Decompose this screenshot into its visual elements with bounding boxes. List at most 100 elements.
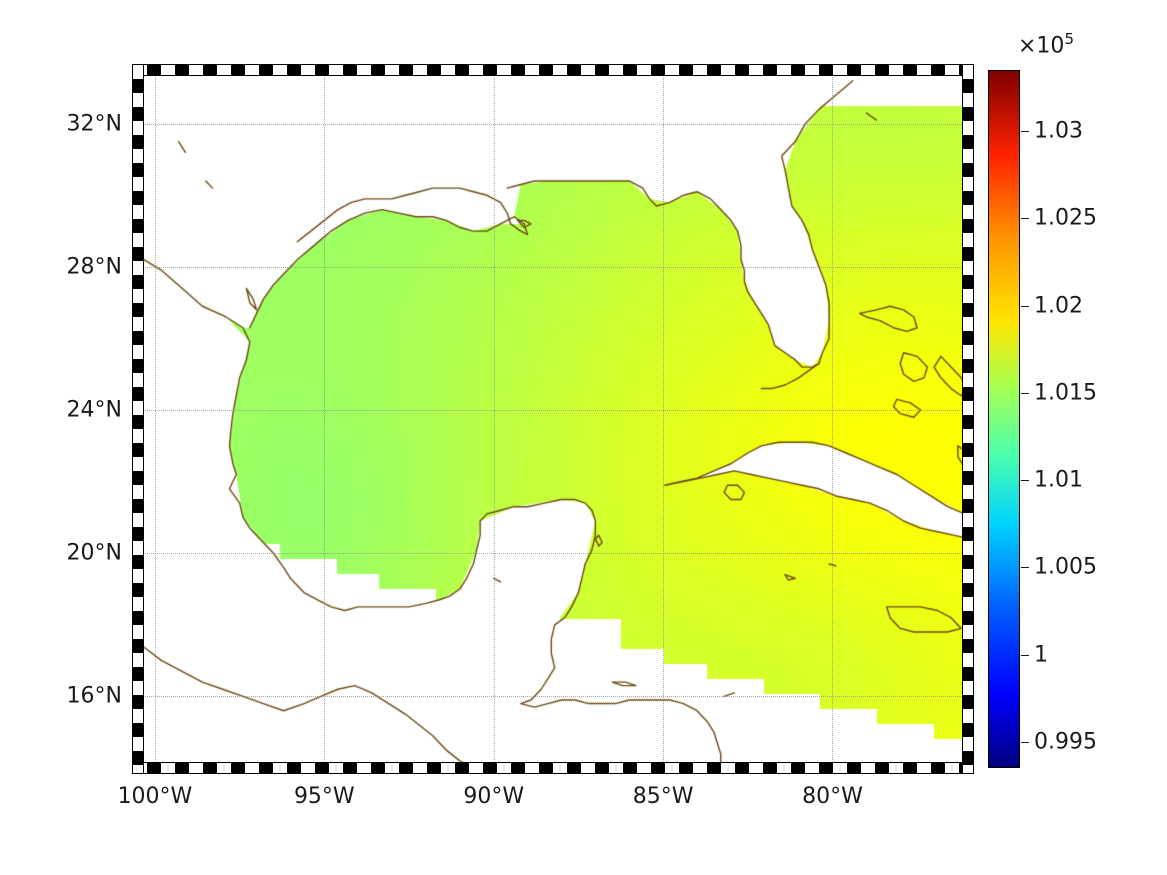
frame-segment xyxy=(133,79,143,93)
frame-segment xyxy=(441,65,455,75)
frame-segment xyxy=(931,65,945,75)
frame-segment xyxy=(133,219,143,233)
frame-segment xyxy=(133,429,143,443)
frame-segment xyxy=(217,763,231,773)
frame-segment xyxy=(133,709,143,723)
frame-segment xyxy=(963,387,973,401)
frame-segment xyxy=(963,583,973,597)
frame-segment xyxy=(595,763,609,773)
frame-segment xyxy=(133,359,143,373)
frame-segment xyxy=(847,65,861,75)
frame-segment xyxy=(133,93,143,107)
frame-segment xyxy=(963,261,973,275)
colorbar-tick-1.02 xyxy=(1021,305,1029,307)
frame-segment xyxy=(133,555,143,569)
map-plot-area[interactable] xyxy=(138,70,968,768)
frame-segment xyxy=(133,107,143,121)
frame-segment xyxy=(963,401,973,415)
frame-segment xyxy=(963,723,973,737)
frame-segment xyxy=(273,65,287,75)
frame-segment xyxy=(133,443,143,457)
frame-segment xyxy=(963,569,973,583)
colorbar-tick-1.025 xyxy=(1021,218,1029,220)
frame-segment xyxy=(357,763,371,773)
colorbar-tick-1 xyxy=(1021,654,1029,656)
frame-segment xyxy=(963,233,973,247)
frame-segment xyxy=(637,763,651,773)
frame-segment xyxy=(133,695,143,709)
map-frame-bottom xyxy=(132,762,974,774)
frame-segment xyxy=(133,345,143,359)
frame-segment xyxy=(259,763,273,773)
frame-segment xyxy=(203,763,217,773)
frame-segment xyxy=(133,611,143,625)
frame-segment xyxy=(963,443,973,457)
frame-segment xyxy=(315,763,329,773)
frame-segment xyxy=(963,527,973,541)
frame-segment xyxy=(133,303,143,317)
frame-segment xyxy=(427,763,441,773)
frame-segment xyxy=(133,457,143,471)
frame-segment xyxy=(963,149,973,163)
frame-segment xyxy=(777,763,791,773)
frame-segment xyxy=(133,373,143,387)
frame-segment xyxy=(819,763,833,773)
frame-segment xyxy=(721,65,735,75)
colorbar-label-1.03: 1.03 xyxy=(1034,118,1083,144)
frame-segment xyxy=(133,569,143,583)
frame-segment xyxy=(217,65,231,75)
frame-segment xyxy=(133,135,143,149)
frame-segment xyxy=(903,65,917,75)
frame-segment xyxy=(245,65,259,75)
frame-segment xyxy=(133,485,143,499)
frame-segment xyxy=(497,763,511,773)
frame-segment xyxy=(133,471,143,485)
colorbar[interactable]: 0.995 1 1.005 1.01 1.015 1.02 1.025 1.03 xyxy=(988,70,1097,768)
frame-segment xyxy=(413,65,427,75)
frame-segment xyxy=(161,763,175,773)
frame-segment xyxy=(133,387,143,401)
frame-segment xyxy=(777,65,791,75)
frame-segment xyxy=(399,763,413,773)
frame-segment xyxy=(133,667,143,681)
frame-segment xyxy=(133,149,143,163)
frame-segment xyxy=(665,763,679,773)
map-frame-left xyxy=(132,64,144,774)
colorbar-label-1.025: 1.025 xyxy=(1034,205,1097,231)
frame-segment xyxy=(963,611,973,625)
latitude-tick-32°N: 32°N xyxy=(66,111,122,137)
frame-segment xyxy=(963,555,973,569)
frame-segment xyxy=(819,65,833,75)
frame-segment xyxy=(963,695,973,709)
colorbar-tick-1.03 xyxy=(1021,131,1029,133)
colorbar-gradient xyxy=(988,70,1020,768)
frame-segment xyxy=(203,65,217,75)
frame-segment xyxy=(133,247,143,261)
frame-segment xyxy=(133,177,143,191)
frame-segment xyxy=(963,737,973,751)
frame-segment xyxy=(133,191,143,205)
colorbar-offset-label: ×105 xyxy=(1018,30,1074,59)
frame-segment xyxy=(385,763,399,773)
frame-segment xyxy=(861,65,875,75)
colorbar-tick-0.995 xyxy=(1021,741,1029,743)
frame-segment xyxy=(301,65,315,75)
frame-segment xyxy=(963,289,973,303)
frame-segment xyxy=(963,107,973,121)
pressure-field-heatmap xyxy=(138,70,968,768)
frame-segment xyxy=(963,667,973,681)
frame-segment xyxy=(133,737,143,751)
frame-segment xyxy=(441,763,455,773)
frame-segment xyxy=(963,653,973,667)
frame-segment xyxy=(679,763,693,773)
colorbar-tick-1.01 xyxy=(1021,480,1029,482)
frame-segment xyxy=(651,65,665,75)
frame-segment xyxy=(833,763,847,773)
frame-segment xyxy=(963,471,973,485)
frame-segment xyxy=(963,247,973,261)
frame-segment xyxy=(133,163,143,177)
frame-segment xyxy=(567,65,581,75)
frame-segment xyxy=(343,65,357,75)
frame-segment xyxy=(133,401,143,415)
frame-segment xyxy=(539,65,553,75)
